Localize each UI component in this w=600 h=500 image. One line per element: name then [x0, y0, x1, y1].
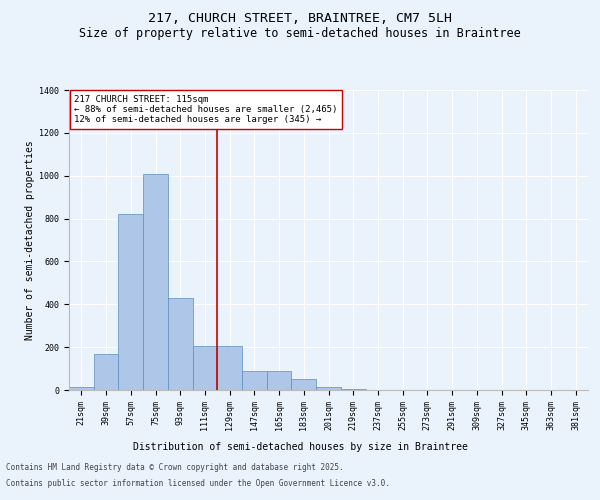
Bar	[94, 354, 118, 390]
Y-axis label: Number of semi-detached properties: Number of semi-detached properties	[25, 140, 35, 340]
Text: 217 CHURCH STREET: 115sqm
← 88% of semi-detached houses are smaller (2,465)
12% : 217 CHURCH STREET: 115sqm ← 88% of semi-…	[74, 94, 338, 124]
Bar	[242, 370, 267, 390]
Text: Size of property relative to semi-detached houses in Braintree: Size of property relative to semi-detach…	[79, 28, 521, 40]
Bar	[316, 387, 341, 390]
Bar	[341, 389, 365, 390]
Bar	[118, 214, 143, 390]
Text: Distribution of semi-detached houses by size in Braintree: Distribution of semi-detached houses by …	[133, 442, 467, 452]
Text: 217, CHURCH STREET, BRAINTREE, CM7 5LH: 217, CHURCH STREET, BRAINTREE, CM7 5LH	[148, 12, 452, 26]
Text: Contains HM Land Registry data © Crown copyright and database right 2025.: Contains HM Land Registry data © Crown c…	[6, 464, 344, 472]
Bar	[168, 298, 193, 390]
Bar	[69, 387, 94, 390]
Bar	[267, 370, 292, 390]
Bar	[143, 174, 168, 390]
Bar	[193, 346, 217, 390]
Bar	[292, 380, 316, 390]
Text: Contains public sector information licensed under the Open Government Licence v3: Contains public sector information licen…	[6, 478, 390, 488]
Bar	[217, 346, 242, 390]
